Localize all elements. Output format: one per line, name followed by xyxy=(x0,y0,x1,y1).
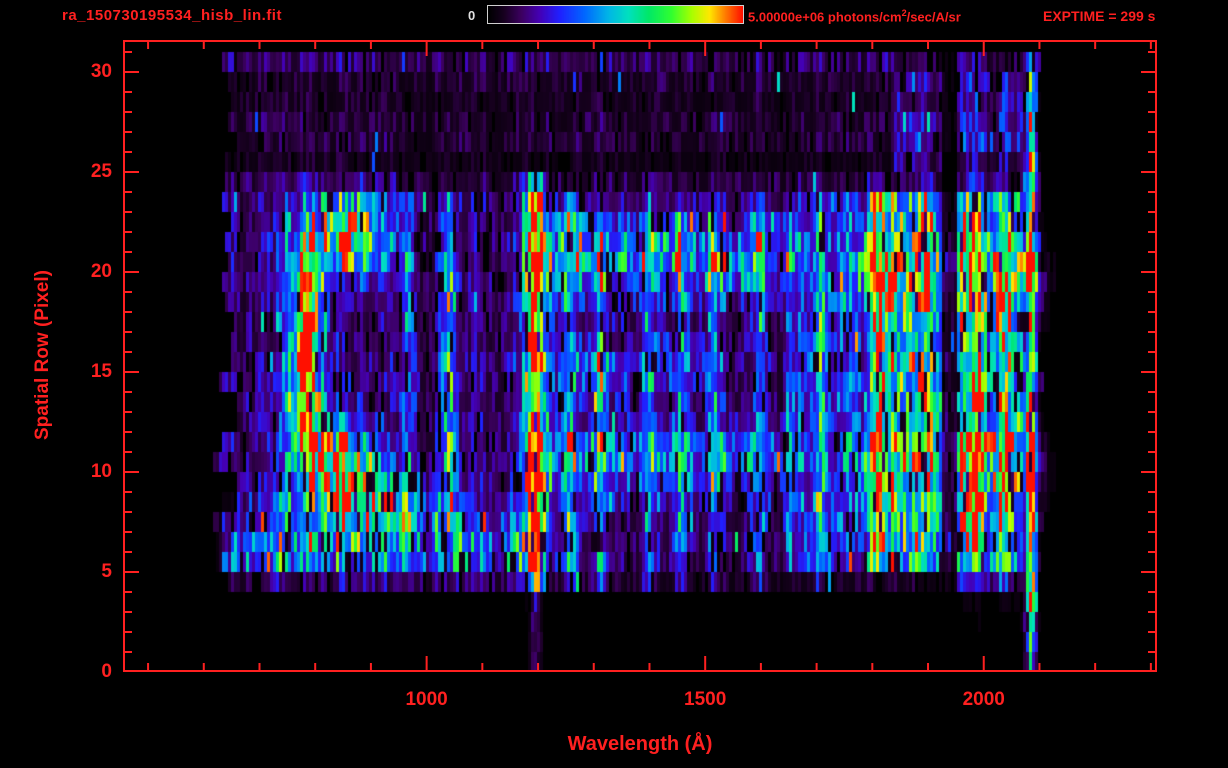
colorbar-max-label-pre: 5.00000e+06 photons/cm xyxy=(748,9,902,25)
x-tick-label: 2000 xyxy=(962,689,1005,710)
spectral-image-heatmap xyxy=(123,40,1157,672)
y-tick-label: 20 xyxy=(90,261,112,282)
colorbar-min-label: 0 xyxy=(468,8,476,23)
x-axis-title: Wavelength (Å) xyxy=(567,733,713,755)
filename-label: ra_150730195534_hisb_lin.fit xyxy=(62,7,282,24)
y-tick-label: 15 xyxy=(90,361,112,382)
y-tick-label: 10 xyxy=(90,461,112,482)
colorbar-max-label: 5.00000e+06 photons/cm2/sec/A/sr xyxy=(748,8,961,24)
colorbar-max-label-sup: 2 xyxy=(901,8,907,18)
x-tick-label: 1000 xyxy=(405,689,448,710)
y-tick-label: 25 xyxy=(90,161,112,182)
colorbar xyxy=(487,5,744,24)
y-tick-label: 0 xyxy=(101,661,112,682)
x-tick-label: 1500 xyxy=(684,689,727,710)
colorbar-max-label-post: /sec/A/sr xyxy=(906,9,961,25)
y-tick-label: 30 xyxy=(90,61,112,82)
exptime-label: EXPTIME = 299 s xyxy=(1043,8,1156,24)
y-tick-label: 5 xyxy=(101,561,112,582)
y-axis-title: Spatial Row (Pixel) xyxy=(32,270,53,440)
